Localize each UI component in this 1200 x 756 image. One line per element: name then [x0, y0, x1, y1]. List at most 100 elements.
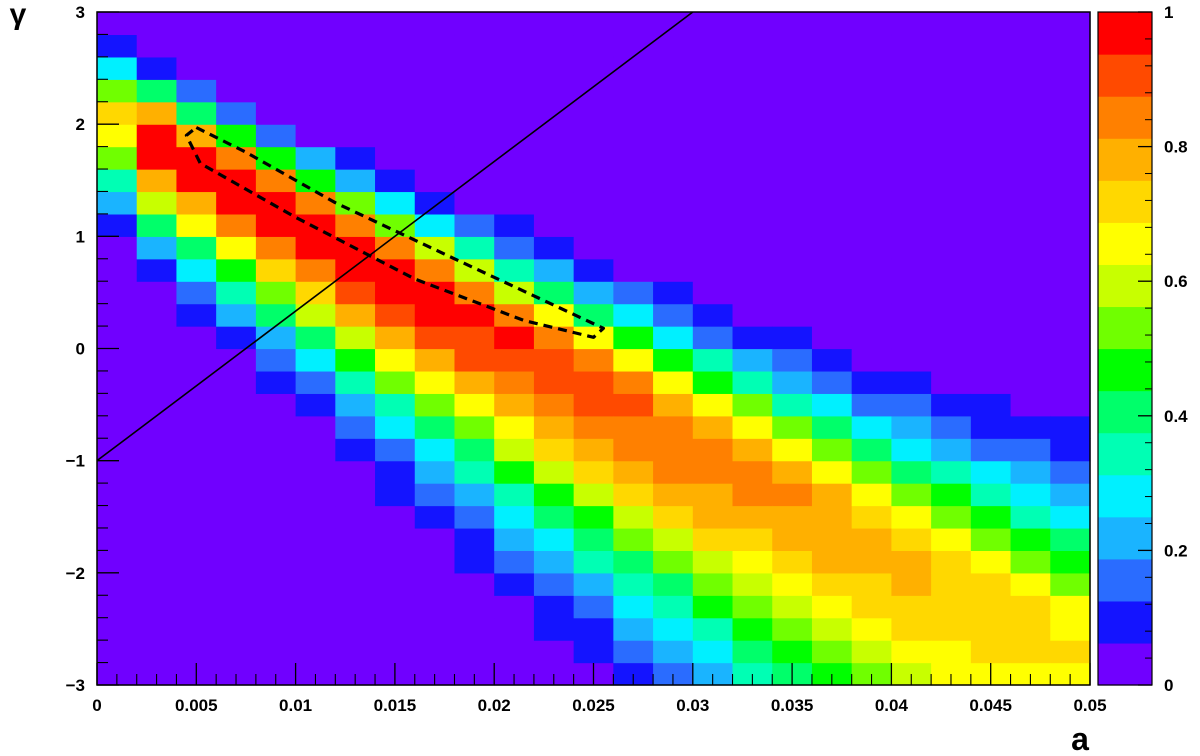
heatmap-cell	[653, 146, 694, 170]
x-tick-label: 0.025	[572, 696, 615, 715]
heatmap-cell	[216, 213, 257, 237]
heatmap-cell	[335, 483, 376, 507]
heatmap-cell	[295, 393, 336, 417]
heatmap-cell	[692, 527, 734, 551]
heatmap-cell	[1010, 393, 1051, 417]
heatmap-cell	[692, 303, 734, 327]
heatmap-cell	[1010, 12, 1051, 36]
heatmap-cell	[970, 124, 1012, 148]
heatmap-cell	[653, 169, 694, 193]
heatmap-cell	[891, 370, 932, 394]
heatmap-cell	[97, 326, 138, 350]
heatmap-cell	[1010, 640, 1051, 664]
heatmap-cell	[216, 79, 257, 103]
heatmap-cell	[1050, 34, 1091, 58]
heatmap-cell	[335, 281, 376, 305]
heatmap-cell	[375, 146, 416, 170]
heatmap-cell	[613, 101, 654, 125]
heatmap-cell	[732, 415, 773, 439]
heatmap-cell	[1010, 236, 1051, 260]
heatmap-cell	[136, 146, 178, 170]
heatmap-cell	[454, 236, 495, 260]
heatmap-cell	[891, 527, 932, 551]
heatmap-cell	[454, 79, 495, 103]
heatmap-cell	[851, 56, 892, 80]
heatmap-cell	[692, 572, 734, 596]
heatmap-cell	[335, 348, 376, 372]
heatmap-cell	[772, 34, 813, 58]
heatmap-cell	[1010, 281, 1051, 305]
heatmap-cell	[931, 79, 972, 103]
heatmap-cell	[533, 146, 575, 170]
heatmap-cell	[295, 527, 336, 551]
heatmap-cell	[613, 483, 654, 507]
heatmap-cell	[692, 617, 734, 641]
heatmap-cell	[970, 415, 1012, 439]
heatmap-cell	[653, 124, 694, 148]
heatmap-cell	[295, 34, 336, 58]
heatmap-cell	[573, 572, 614, 596]
heatmap-cell	[931, 370, 972, 394]
colorbar-segment	[1098, 432, 1152, 476]
heatmap-cell	[176, 550, 217, 574]
heatmap-cell	[375, 281, 416, 305]
heatmap-cell	[772, 213, 813, 237]
heatmap-cell	[732, 258, 773, 282]
heatmap-cell	[891, 213, 932, 237]
heatmap-cell	[732, 460, 773, 484]
heatmap-cell	[255, 146, 297, 170]
heatmap-cell	[653, 101, 694, 125]
heatmap-cell	[255, 460, 297, 484]
heatmap-cell	[216, 12, 257, 36]
heatmap-cell	[692, 124, 734, 148]
heatmap-cell	[970, 348, 1012, 372]
heatmap-cell	[891, 348, 932, 372]
x-tick-label: 0.005	[175, 696, 218, 715]
heatmap-cell	[970, 56, 1012, 80]
heatmap-cell	[176, 303, 217, 327]
heatmap-cell	[136, 415, 178, 439]
heatmap-cell	[931, 56, 972, 80]
heatmap-cell	[931, 505, 972, 529]
heatmap-cell	[931, 348, 972, 372]
heatmap-cell	[136, 191, 178, 215]
heatmap-cell	[216, 258, 257, 282]
heatmap-cell	[891, 34, 932, 58]
heatmap-cell	[216, 34, 257, 58]
heatmap-cell	[613, 213, 654, 237]
heatmap-cell	[613, 550, 654, 574]
heatmap-cell	[216, 572, 257, 596]
heatmap-cell	[1010, 550, 1051, 574]
heatmap-cell	[255, 505, 297, 529]
heatmap-cell	[414, 146, 456, 170]
heatmap-cell	[851, 393, 892, 417]
heatmap-cell	[891, 483, 932, 507]
heatmap-cell	[851, 483, 892, 507]
heatmap-cell	[255, 124, 297, 148]
heatmap-cell	[653, 640, 694, 664]
heatmap-cell	[613, 393, 654, 417]
heatmap-cell	[494, 191, 535, 215]
heatmap-cell	[732, 169, 773, 193]
heatmap-cell	[851, 460, 892, 484]
heatmap-cell	[97, 79, 138, 103]
heatmap-cell	[454, 124, 495, 148]
heatmap-cell	[176, 79, 217, 103]
heatmap-cell	[136, 617, 178, 641]
colorbar-segment	[1098, 600, 1152, 644]
heatmap-cell	[97, 213, 138, 237]
heatmap-cell	[176, 236, 217, 260]
heatmap-cell	[1050, 483, 1091, 507]
heatmap-cell	[891, 617, 932, 641]
heatmap-cell	[176, 460, 217, 484]
heatmap-cell	[772, 101, 813, 125]
heatmap-cell	[295, 124, 336, 148]
heatmap-cell	[176, 483, 217, 507]
heatmap-cell	[811, 595, 853, 619]
heatmap-cell	[375, 236, 416, 260]
heatmap-cell	[375, 326, 416, 350]
heatmap-cell	[136, 79, 178, 103]
heatmap-cell	[970, 393, 1012, 417]
heatmap-cell	[772, 505, 813, 529]
heatmap-cell	[533, 281, 575, 305]
